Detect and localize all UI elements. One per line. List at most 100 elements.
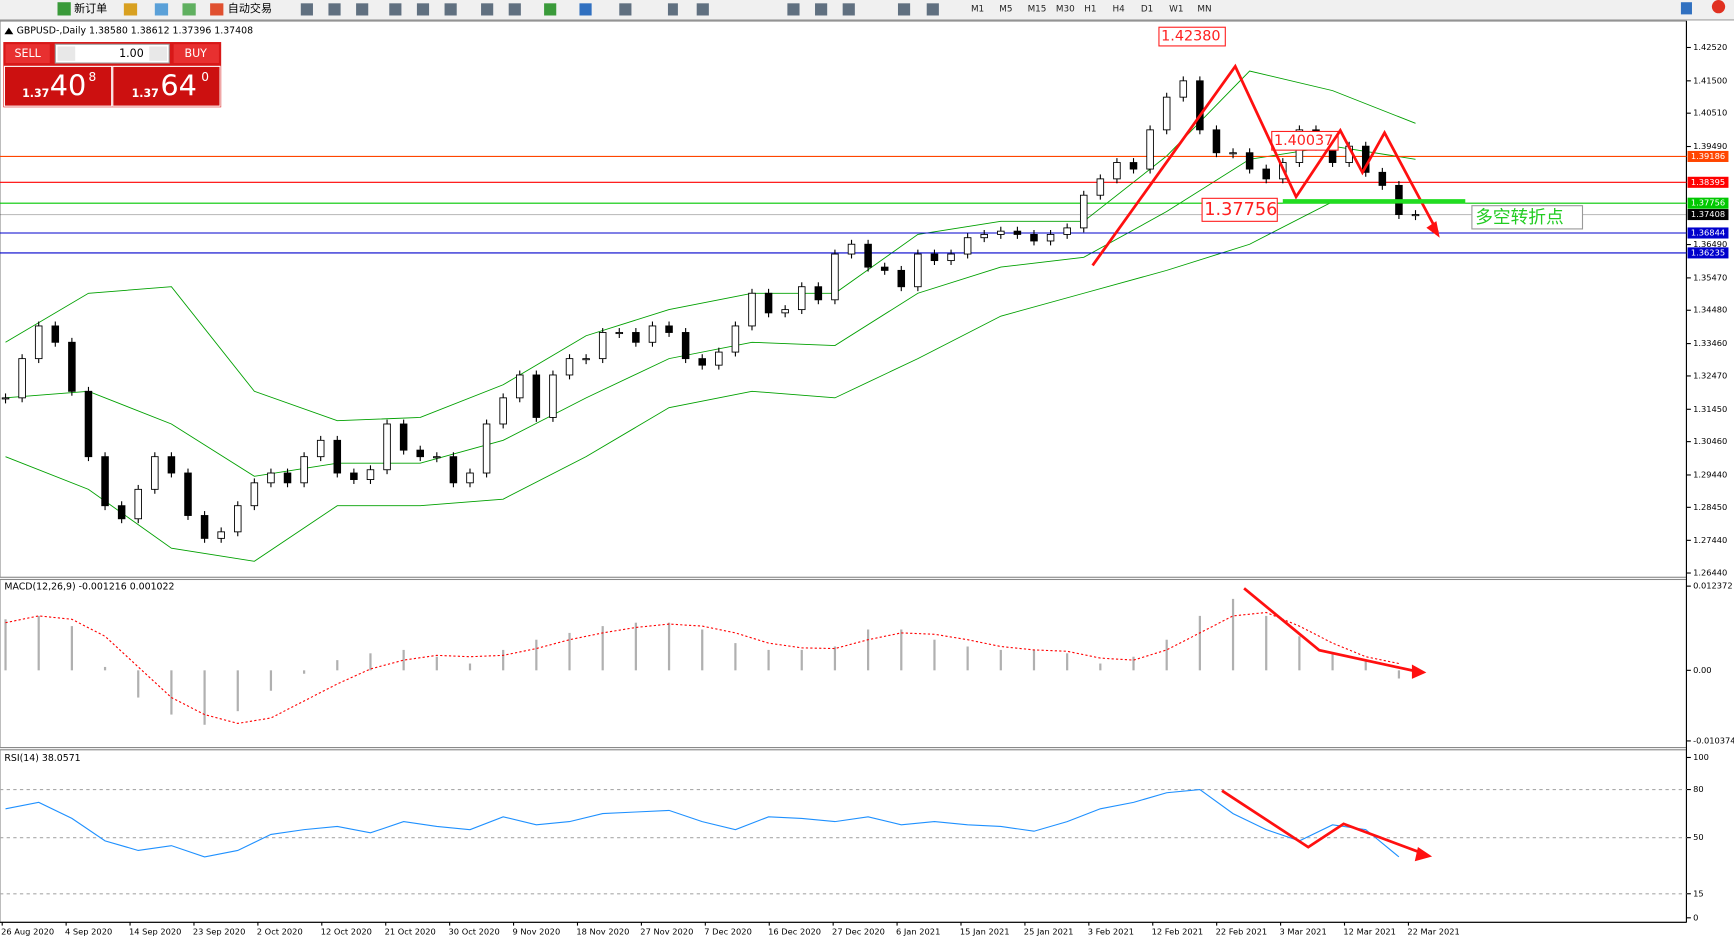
toolbar-icon[interactable] [182, 3, 196, 16]
price-tag [1687, 197, 1729, 209]
macd-bar [468, 663, 472, 671]
macd-bar [303, 670, 306, 674]
y-tick-label: 1.40510 [1693, 108, 1727, 118]
x-tick-label: 23 Sep 2020 [193, 927, 245, 937]
macd-bar [37, 615, 40, 671]
lots-input[interactable] [54, 43, 170, 64]
toolbar-icon[interactable] [897, 3, 911, 16]
sell-button[interactable] [5, 44, 50, 64]
macd-bar [402, 649, 405, 671]
candle-body [184, 472, 192, 516]
macd-pane [0, 578, 1688, 749]
candle-body [499, 397, 507, 425]
toolbar-icon[interactable] [619, 3, 632, 16]
y-tick-label: 1.29440 [1693, 469, 1727, 479]
timeframe[interactable]: H1 [1084, 4, 1096, 14]
sell-label[interactable]: SELL [14, 47, 41, 60]
collapse-icon[interactable] [4, 27, 14, 35]
search-icon[interactable] [1680, 2, 1692, 15]
candle-body [632, 332, 640, 343]
candle-body [117, 505, 126, 520]
candle-body [217, 531, 225, 539]
buy-label[interactable]: BUY [185, 47, 208, 60]
autotrading[interactable]: 自动交易 [228, 1, 272, 15]
y-tick-label: 50 [1693, 832, 1704, 842]
candle-body [665, 325, 673, 333]
timeframe[interactable]: MN [1197, 4, 1211, 14]
y-tick-label: 1.35470 [1693, 272, 1727, 282]
lots-value[interactable]: 1.00 [119, 47, 144, 60]
candle-body [34, 325, 43, 360]
autotrading-icon[interactable] [210, 3, 224, 16]
alert-badge[interactable] [1711, 0, 1726, 14]
toolbar-icon[interactable] [300, 3, 313, 16]
timeframe[interactable]: M5 [999, 4, 1012, 14]
x-tick-label: 22 Mar 2021 [1407, 927, 1460, 937]
sell-price-sup: 8 [88, 70, 96, 84]
buy-price-box[interactable] [112, 65, 221, 107]
macd-bar [601, 626, 604, 671]
rsi-title: RSI(14) 38.0571 [4, 753, 80, 764]
macd-bar [336, 660, 339, 671]
y-tick-label: 1.42520 [1693, 42, 1727, 52]
timeframe[interactable]: D1 [1141, 4, 1153, 14]
buy-button[interactable] [173, 44, 219, 64]
candle-body [515, 374, 524, 399]
timeframe[interactable]: W1 [1169, 4, 1183, 14]
toolbar-icon[interactable] [815, 3, 828, 16]
candle-body [748, 292, 756, 327]
candle-body [1411, 214, 1420, 217]
candle-body [234, 505, 242, 533]
timeframe[interactable]: H4 [1113, 4, 1126, 14]
y-tick-label: 1.33460 [1693, 338, 1727, 348]
candle-body [897, 269, 906, 288]
macd-bar [269, 670, 273, 691]
toolbar-icon[interactable] [926, 3, 939, 16]
price-tag [1687, 209, 1729, 221]
price-tag [1687, 227, 1729, 239]
timeframe[interactable]: M15 [1028, 4, 1047, 14]
timeframe[interactable]: M1 [971, 4, 984, 14]
candle-body [947, 253, 955, 262]
toolbar-icon[interactable] [544, 3, 557, 16]
candle-body [864, 243, 872, 268]
macd-bar [568, 632, 571, 671]
candle-body [466, 472, 474, 484]
x-tick-label: 26 Aug 2020 [1, 927, 54, 937]
candle-body [731, 325, 740, 353]
lots-down[interactable] [57, 46, 76, 61]
toolbar-icon[interactable] [481, 3, 494, 16]
timeframe[interactable]: M30 [1056, 4, 1075, 14]
toolbar-icon[interactable] [328, 3, 341, 16]
x-tick-label: 9 Nov 2020 [512, 927, 560, 937]
candle-body [1245, 152, 1254, 170]
new-order[interactable]: 新订单 [74, 1, 107, 15]
toolbar-icon[interactable] [508, 3, 521, 16]
y-tick-label: 1.28450 [1693, 502, 1727, 512]
toolbar-icon[interactable] [444, 3, 457, 16]
y-tick-label: 1.39490 [1693, 141, 1727, 151]
toolbar-icon[interactable] [416, 3, 430, 16]
toolbar-icon[interactable] [842, 3, 855, 16]
macd-bar [70, 626, 73, 671]
x-tick-label: 7 Dec 2020 [704, 927, 752, 937]
toolbar-icon[interactable] [154, 3, 169, 16]
toolbar-icon[interactable] [356, 3, 369, 16]
toolbar-icon[interactable] [667, 3, 678, 16]
candle-body [715, 351, 723, 366]
annotation-box [1201, 197, 1278, 222]
candle-body [416, 449, 424, 458]
toolbar-icon[interactable] [389, 3, 402, 16]
toolbar-icon[interactable] [579, 3, 592, 16]
toolbar-icon[interactable] [696, 3, 709, 16]
candle-body [433, 456, 441, 459]
macd-bar [236, 670, 239, 712]
new-order-icon[interactable] [57, 2, 71, 16]
y-tick-label: 0.00 [1693, 665, 1711, 675]
toolbar-icon[interactable] [123, 3, 138, 16]
toolbar-icon[interactable] [787, 3, 800, 16]
candle-body [781, 309, 789, 314]
lots-up[interactable] [149, 46, 167, 61]
sell-price-box[interactable] [3, 65, 113, 107]
arrow-heads [1411, 221, 1440, 862]
